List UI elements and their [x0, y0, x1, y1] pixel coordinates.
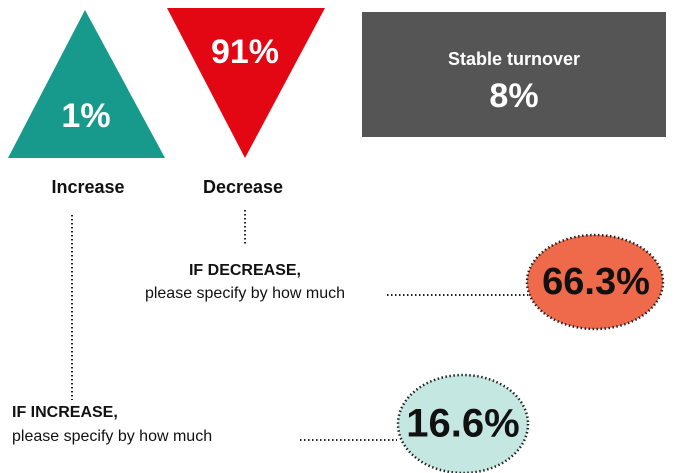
if-decrease-text: please specify by how much — [145, 285, 345, 302]
increase-input[interactable] — [396, 373, 530, 473]
increase-amount: 16.6% — [406, 402, 519, 446]
stable-value: 8% — [489, 77, 538, 115]
stable-label: Stable turnover — [448, 49, 580, 69]
increase-value: 1% — [61, 97, 110, 135]
increase-triangle — [8, 10, 165, 158]
decrease-input[interactable] — [525, 233, 665, 331]
if-increase-text: please specify by how much — [12, 428, 212, 445]
increase-label: Increase — [51, 177, 124, 197]
if-decrease-heading: IF DECREASE, — [189, 262, 301, 279]
decrease-value: 91% — [211, 33, 279, 71]
if-increase-heading: IF INCREASE, — [12, 404, 118, 421]
decrease-amount: 66.3% — [542, 261, 650, 303]
decrease-label: Decrease — [203, 177, 283, 197]
decrease-triangle — [167, 8, 325, 158]
stable-box — [362, 12, 666, 137]
